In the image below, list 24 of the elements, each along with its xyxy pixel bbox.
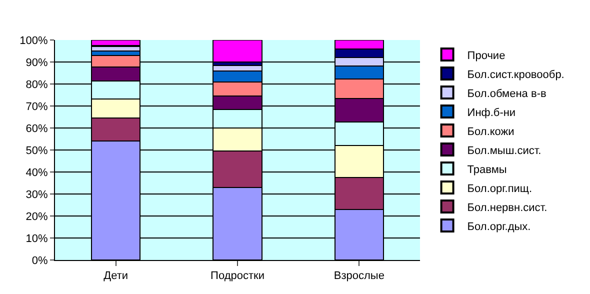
- legend-label: Бол.нервн.сист.: [467, 202, 548, 214]
- y-tick-label: 0%: [32, 254, 48, 267]
- y-tick-label: 70%: [26, 100, 48, 113]
- y-tick-label: 100%: [20, 34, 48, 47]
- legend-label: Бол.сист.кровообр.: [467, 68, 564, 81]
- legend-label: Бол.орг.пищ.: [467, 182, 532, 195]
- legend-label: Бол.кожи: [467, 126, 514, 138]
- legend-label: Бол.обмена в-в: [467, 88, 546, 100]
- y-tick-label: 20%: [26, 210, 48, 223]
- legend-label: Бол.мыш.сист.: [467, 144, 542, 157]
- legend-label: Инф.б-ни: [467, 106, 516, 119]
- legend-label: Бол.орг.дых.: [467, 220, 531, 233]
- x-tick-label: Дети: [104, 270, 128, 282]
- y-tick-label: 90%: [26, 56, 48, 69]
- y-tick-label: 60%: [26, 122, 48, 135]
- legend-label: Травмы: [467, 164, 507, 176]
- y-tick-label: 30%: [26, 188, 48, 201]
- legend-label: Прочие: [467, 50, 506, 62]
- y-tick-label: 40%: [26, 166, 48, 179]
- x-tick-label: Взрослые: [334, 270, 384, 282]
- y-tick-label: 50%: [26, 144, 48, 157]
- y-tick-label: 10%: [26, 232, 48, 245]
- y-tick-label: 80%: [26, 78, 48, 91]
- x-tick-label: Подростки: [210, 270, 264, 282]
